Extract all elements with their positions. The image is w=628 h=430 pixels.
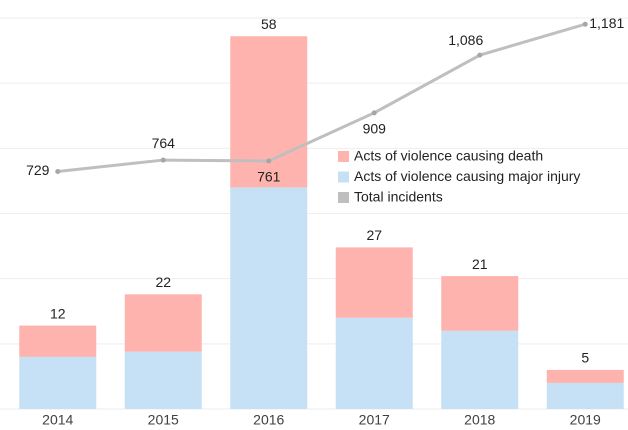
bar-segment [19, 356, 97, 409]
bar-segment [19, 325, 97, 357]
line-point [477, 52, 483, 58]
line-value-label: 1,181 [589, 15, 624, 31]
bar-segment [441, 330, 519, 409]
bar-segment [546, 369, 624, 383]
legend-swatch [338, 192, 349, 203]
bar-segment [230, 36, 308, 188]
x-tick-label: 2017 [359, 412, 390, 428]
bar-segment [230, 187, 308, 409]
bar-segment [335, 247, 413, 318]
legend-label: Total incidents [354, 189, 443, 205]
x-tick-label: 2018 [464, 412, 495, 428]
bar-value-label: 12 [50, 305, 66, 321]
bar-value-label: 21 [472, 256, 488, 272]
line-value-label: 761 [257, 169, 281, 185]
line [57, 22, 586, 173]
bar-value-label: 5 [581, 350, 589, 366]
bar-segment [335, 317, 413, 409]
bar-segment [546, 382, 624, 409]
bar-segment [441, 276, 519, 331]
x-tick-label: 2015 [148, 412, 179, 428]
legend-label: Acts of violence causing major injury [354, 168, 580, 184]
legend-swatch [338, 151, 349, 162]
bar-value-label: 22 [155, 274, 171, 290]
line-value-label: 1,086 [448, 32, 483, 48]
x-tick-label: 2014 [42, 412, 73, 428]
line-value-label: 764 [152, 135, 176, 151]
bar-value-label: 58 [261, 16, 277, 32]
line-point [266, 158, 272, 164]
line-point [371, 110, 377, 116]
line-value-label: 909 [363, 121, 387, 137]
bar-segment [124, 351, 202, 409]
line-value-label: 729 [26, 162, 50, 178]
line-point [55, 168, 61, 174]
line-point [582, 21, 588, 27]
x-tick-label: 2016 [253, 412, 284, 428]
line-point [160, 157, 166, 163]
bar-value-label: 27 [366, 227, 382, 243]
x-tick-label: 2019 [570, 412, 601, 428]
legend-label: Acts of violence causing death [354, 148, 543, 164]
bar-segment [124, 294, 202, 352]
legend-swatch [338, 171, 349, 183]
